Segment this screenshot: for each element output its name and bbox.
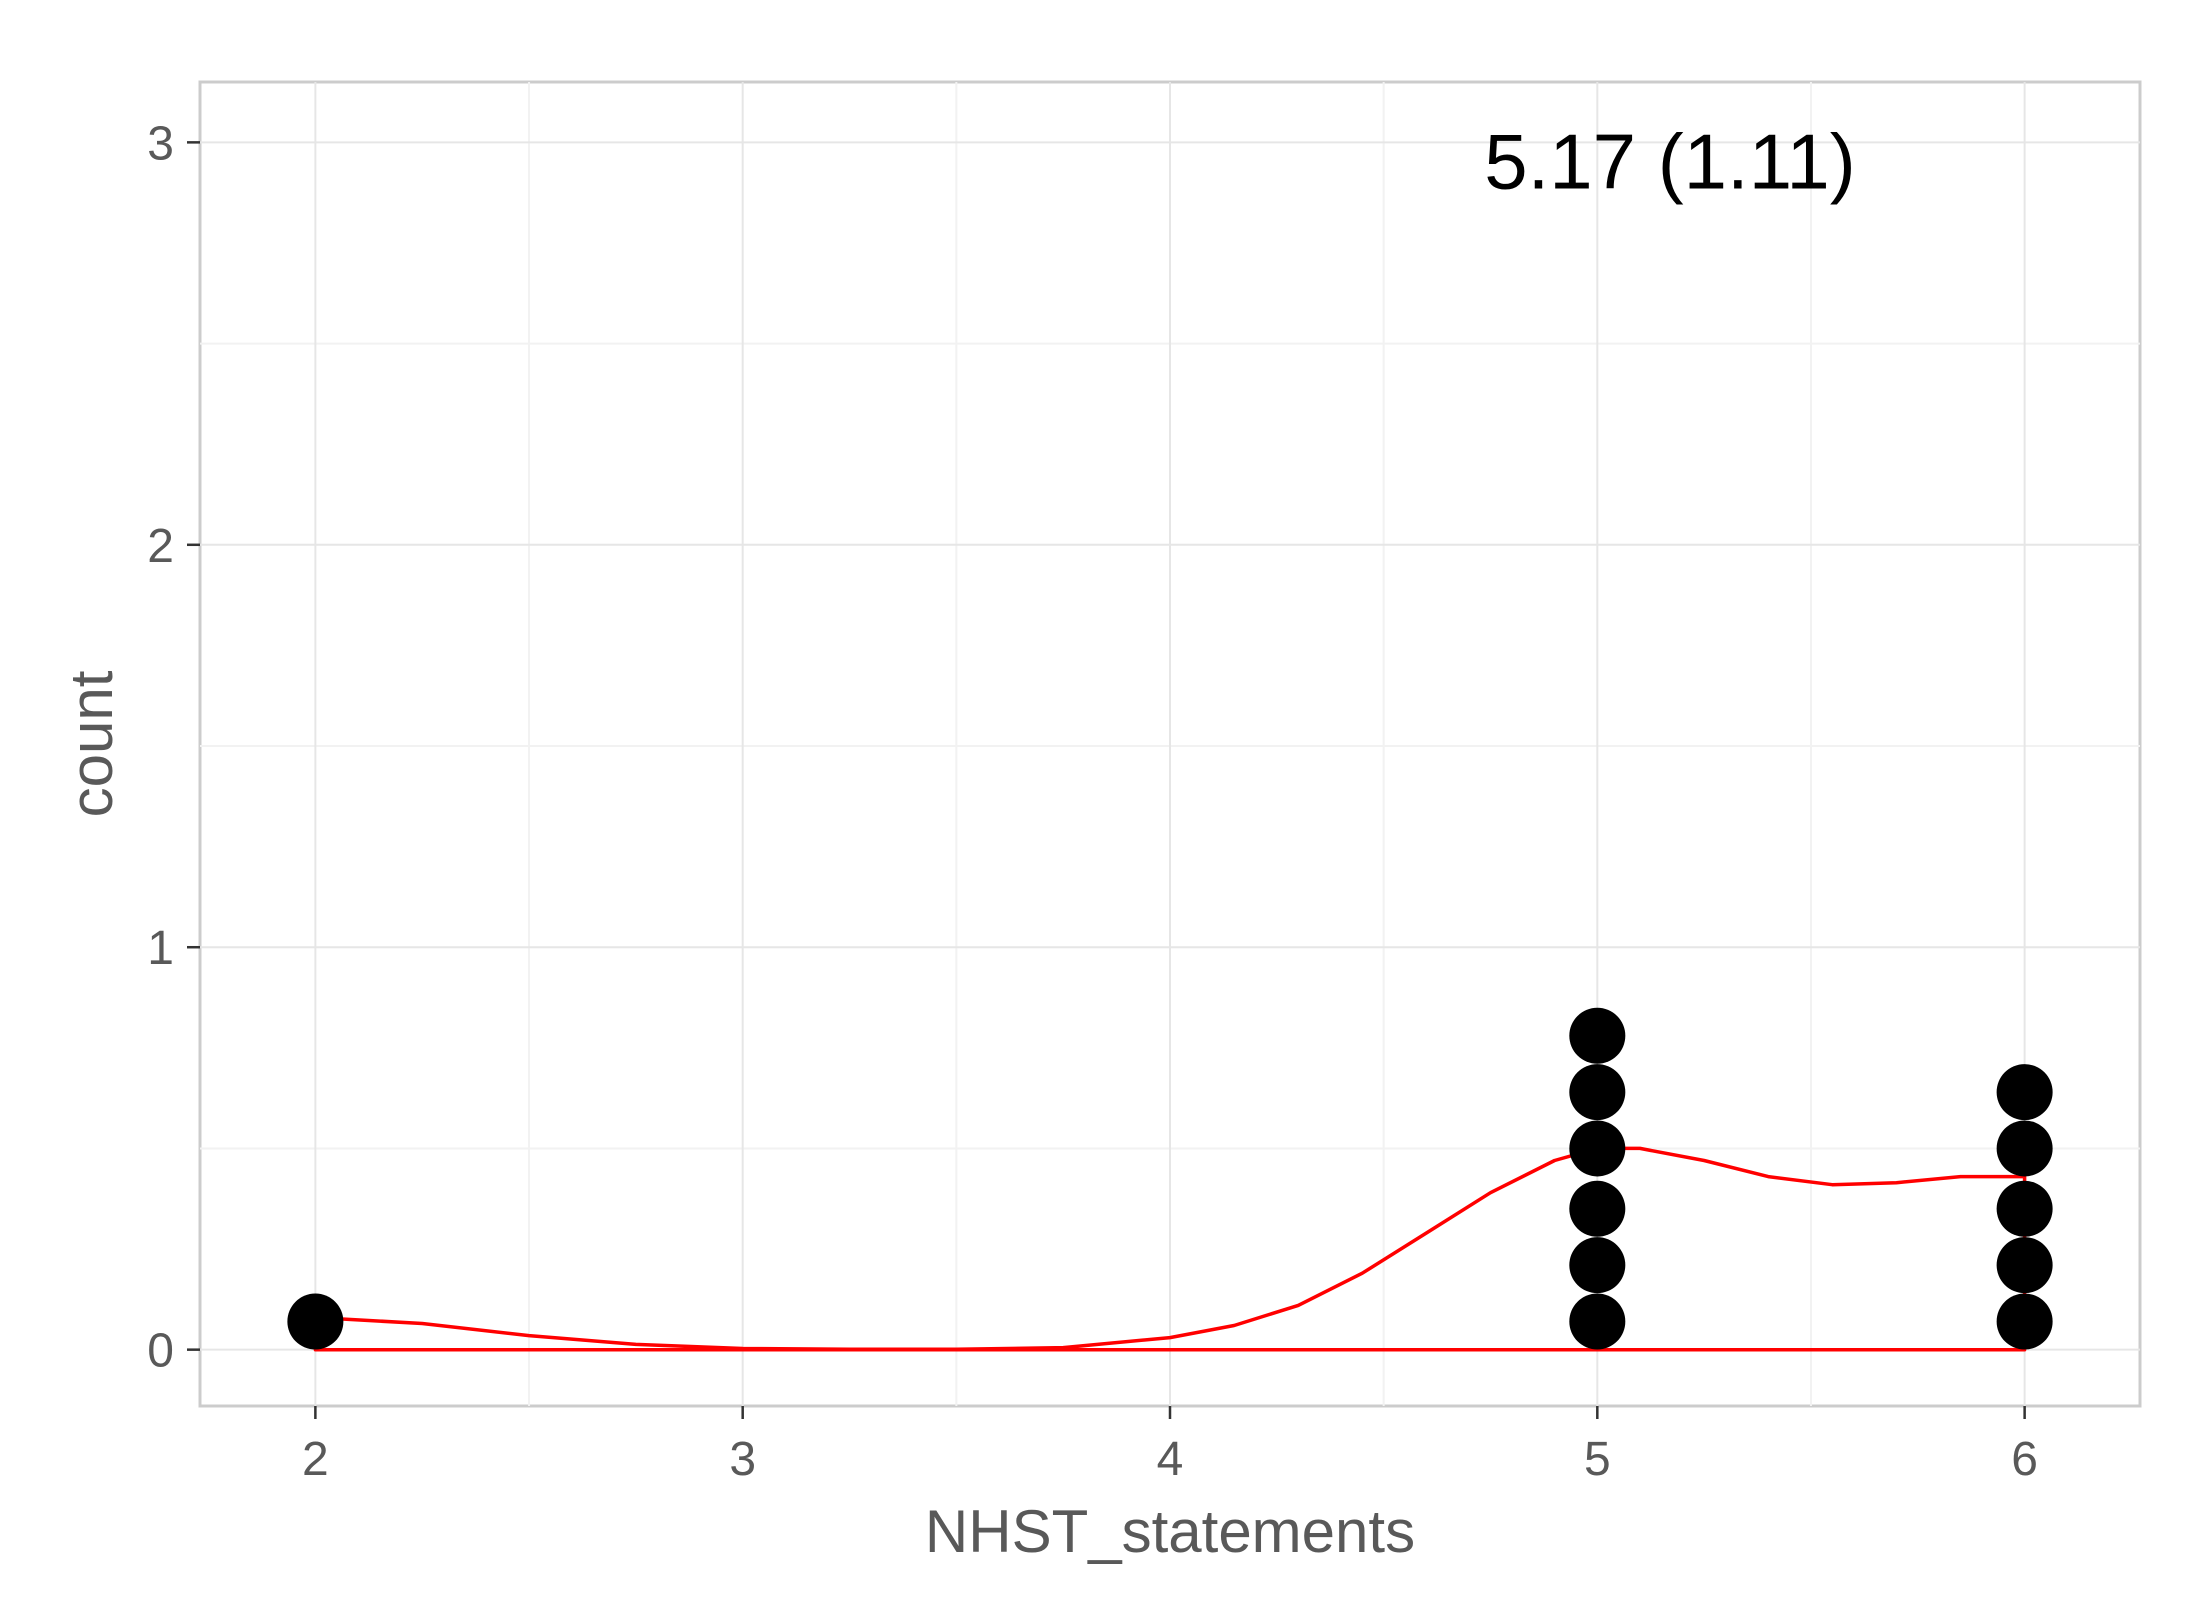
data-dot [1569,1237,1626,1294]
y-tick-label: 2 [147,520,174,573]
density-curve [313,1146,2027,1352]
x-tick-label: 3 [729,1433,756,1486]
dot-layer [287,1007,2053,1350]
data-dot [1996,1237,2053,1294]
axis-ticks [187,141,2026,1419]
y-tick-labels: 0 1 2 3 [147,117,174,1377]
x-tick-label: 5 [1584,1433,1611,1486]
data-dot [1569,1120,1626,1177]
data-dot [1996,1180,2053,1237]
x-tick-label: 6 [2011,1433,2038,1486]
data-dot [1569,1064,1626,1121]
density-layer [313,1146,2027,1352]
x-tick-label: 4 [1157,1433,1184,1486]
y-tick-label: 0 [147,1325,174,1378]
x-tick-labels: 2 3 4 5 6 [302,1433,2038,1486]
data-dot [1996,1120,2053,1177]
data-dot [1996,1293,2053,1350]
y-tick-label: 3 [147,117,174,170]
x-axis-title: NHST_statements [925,1498,1415,1565]
data-dot [1569,1007,1626,1064]
data-dot [1569,1293,1626,1350]
x-tick-label: 2 [302,1433,329,1486]
y-axis-title: count [58,670,125,817]
data-dot [1996,1064,2053,1121]
y-tick-label: 1 [147,922,174,975]
data-dot [1569,1180,1626,1237]
data-dot [287,1293,344,1350]
mean-sd-annotation: 5.17 (1.11) [1484,117,1855,205]
